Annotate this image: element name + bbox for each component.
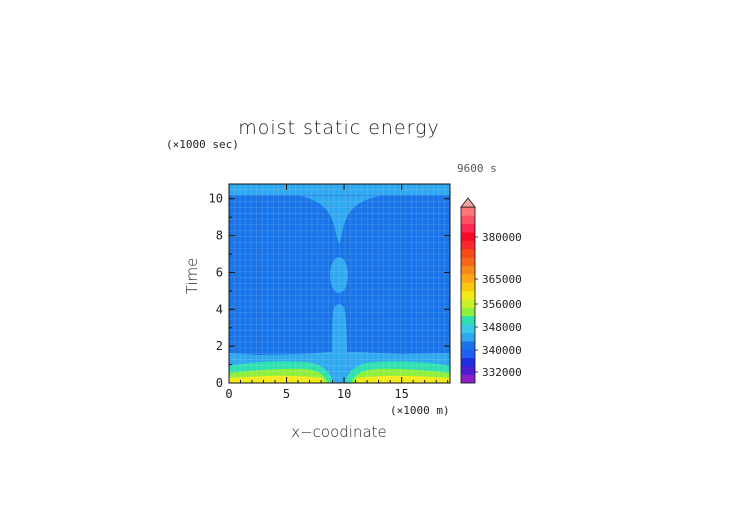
- time-stamp: 9600 s: [457, 162, 497, 175]
- colorbar-segment: [461, 282, 475, 292]
- contour-plume-blob: [330, 257, 348, 293]
- colorbar-segment: [461, 332, 475, 342]
- axes: 0 5 10 15 0 2 4 6 8 10: [209, 184, 450, 401]
- y-tick-label: 6: [216, 265, 223, 279]
- x-tick-label: 0: [225, 387, 232, 401]
- y-tick-label: 4: [216, 302, 223, 316]
- colorbar-label: 340000: [482, 344, 522, 357]
- plot-area: [229, 184, 450, 383]
- contour-plume-top: [300, 196, 380, 244]
- colorbar-label: 348000: [482, 321, 522, 334]
- y-unit-label: (×1000 sec): [166, 138, 239, 151]
- colorbar-label: 332000: [482, 366, 522, 379]
- colorbar-segment: [461, 223, 475, 233]
- x-tick-label: 15: [394, 387, 408, 401]
- colorbar-segment: [461, 374, 475, 384]
- colorbar-segment: [461, 315, 475, 325]
- x-unit-label: (×1000 m): [390, 404, 450, 417]
- plot-grid: [229, 184, 450, 383]
- plot-frame: [228, 183, 451, 384]
- colorbar-segment: [461, 349, 475, 359]
- colorbar: 332000 340000 348000 356000 365000 380000: [460, 197, 522, 384]
- y-tick-label: 8: [216, 229, 223, 243]
- colorbar-extend-arrow: [460, 197, 476, 208]
- contour-plume-column: [332, 304, 347, 352]
- x-tick-label: 10: [337, 387, 351, 401]
- colorbar-segment: [461, 265, 475, 275]
- colorbar-label: 365000: [482, 273, 522, 286]
- chart-title: moist static energy: [238, 117, 440, 139]
- colorbar-segment: [461, 357, 475, 367]
- colorbar-segment: [461, 290, 475, 300]
- colorbar-segment: [461, 274, 475, 283]
- colorbar-segment: [461, 240, 475, 250]
- y-tick-label: 10: [209, 192, 223, 206]
- x-tick-label: 5: [283, 387, 290, 401]
- contour-top-band: [229, 184, 450, 195]
- colorbar-segment: [461, 257, 475, 266]
- y-axis-title: Time: [183, 258, 201, 295]
- colorbar-segment: [461, 366, 475, 375]
- x-axis-title: x−coodinate: [291, 423, 387, 441]
- colorbar-segment: [461, 341, 475, 350]
- colorbar-segment: [461, 248, 475, 258]
- colorbar-label: 356000: [482, 298, 522, 311]
- colorbar-segment: [461, 307, 475, 317]
- y-tick-label: 0: [216, 376, 223, 390]
- colorbar-segment: [461, 207, 475, 216]
- colorbar-segment: [461, 215, 475, 225]
- colorbar-segment: [461, 324, 475, 334]
- colorbar-label: 380000: [482, 231, 522, 244]
- colorbar-segment: [461, 232, 475, 241]
- y-tick-label: 2: [216, 339, 223, 353]
- contour-surface-core-left: [229, 375, 324, 383]
- colorbar-segment: [461, 299, 475, 308]
